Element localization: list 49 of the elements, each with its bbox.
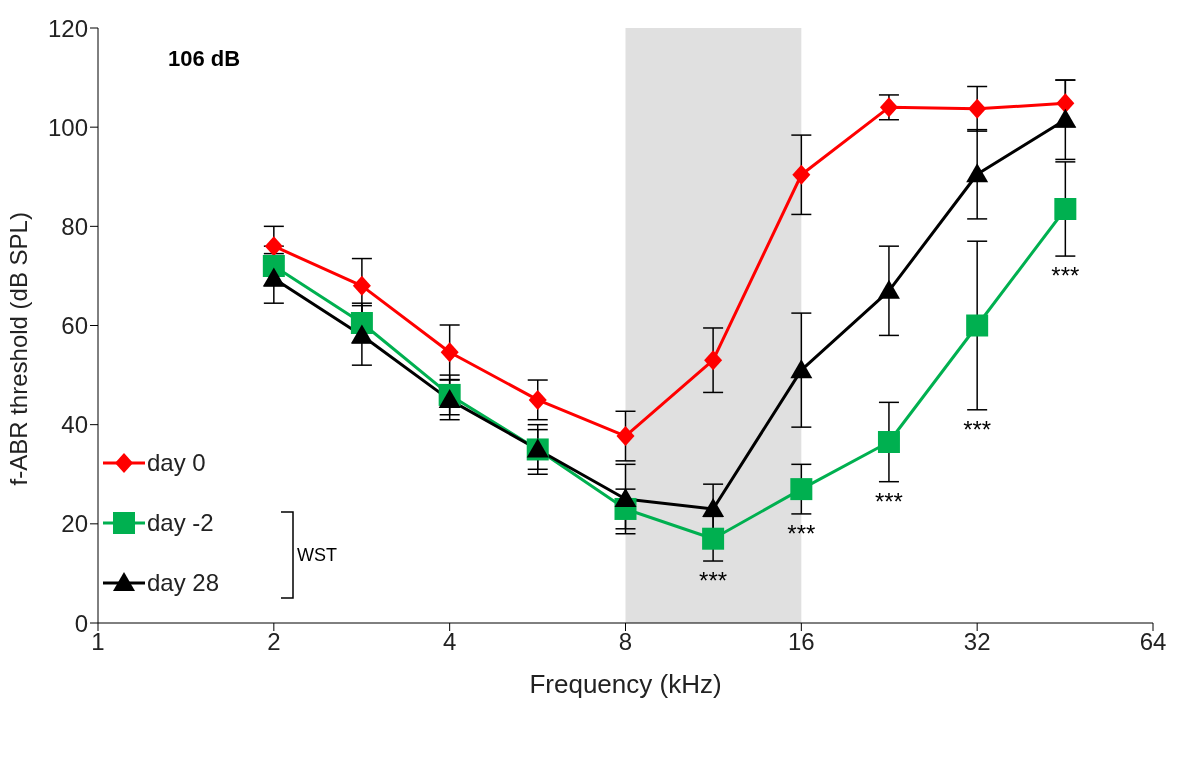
point	[702, 527, 725, 550]
annotation: 106 dB	[168, 46, 241, 72]
point	[1056, 93, 1075, 114]
y-axis-title: f-ABR threshold (dB SPL)	[4, 212, 32, 486]
point	[262, 267, 285, 287]
point	[352, 275, 371, 296]
y-tick-label: 60	[61, 312, 88, 340]
y-tick-label: 80	[61, 212, 88, 240]
y-tick-label: 100	[47, 113, 88, 141]
y-tick-label: 120	[47, 14, 88, 42]
x-tick-label: 8	[618, 628, 633, 656]
point	[877, 279, 900, 299]
point	[1054, 197, 1077, 220]
x-tick-label: 64	[1139, 628, 1167, 656]
x-axis-title: Frequency (kHz)	[529, 669, 722, 699]
annotation: ***	[874, 488, 903, 516]
point	[966, 163, 989, 183]
x-tick-label: 4	[442, 628, 457, 656]
legend-label: day 28	[147, 569, 220, 597]
point	[966, 314, 989, 337]
legend-label: day 0	[147, 449, 206, 477]
point	[438, 388, 461, 408]
annotation: ***	[963, 416, 992, 444]
point	[790, 359, 813, 379]
point	[528, 389, 547, 410]
legend-label: day -2	[147, 509, 214, 537]
x-tick-label: 2	[267, 628, 281, 656]
point	[350, 324, 373, 344]
annotation: ***	[1051, 262, 1080, 290]
y-tick-label: 0	[74, 609, 88, 637]
point	[790, 478, 813, 501]
x-tick-label: 32	[963, 628, 991, 656]
point	[264, 236, 283, 257]
x-tick-label: 1	[91, 628, 105, 656]
annotation: ***	[787, 520, 816, 548]
point	[968, 98, 987, 119]
point	[614, 488, 637, 508]
point	[877, 431, 900, 454]
point	[702, 497, 725, 517]
y-tick-label: 40	[61, 411, 88, 439]
point	[440, 342, 459, 363]
point	[616, 426, 635, 447]
point	[792, 164, 811, 185]
annotation: ***	[699, 567, 728, 595]
x-tick-label: 16	[787, 628, 815, 656]
annotation: WST	[297, 544, 337, 566]
y-tick-label: 20	[61, 510, 88, 538]
point	[704, 350, 723, 371]
point	[1054, 108, 1077, 128]
